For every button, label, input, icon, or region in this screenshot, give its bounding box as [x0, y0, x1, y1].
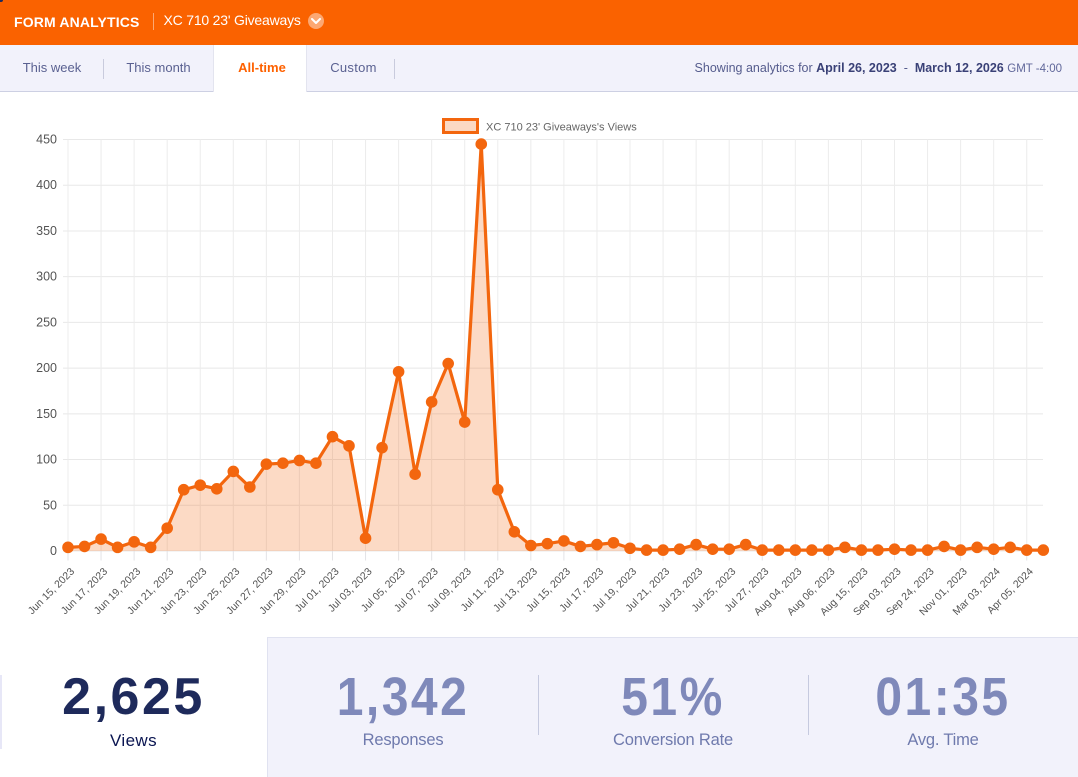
svg-text:0: 0 [50, 544, 57, 558]
svg-text:250: 250 [36, 315, 57, 329]
svg-text:200: 200 [36, 361, 57, 375]
svg-text:400: 400 [36, 178, 57, 192]
svg-text:XC 710 23' Giveaways's Views: XC 710 23' Giveaways's Views [486, 122, 637, 134]
svg-text:100: 100 [36, 453, 57, 467]
svg-text:350: 350 [36, 224, 57, 238]
svg-text:150: 150 [36, 407, 57, 421]
svg-text:450: 450 [36, 133, 57, 147]
svg-text:50: 50 [43, 498, 57, 512]
svg-text:300: 300 [36, 270, 57, 284]
